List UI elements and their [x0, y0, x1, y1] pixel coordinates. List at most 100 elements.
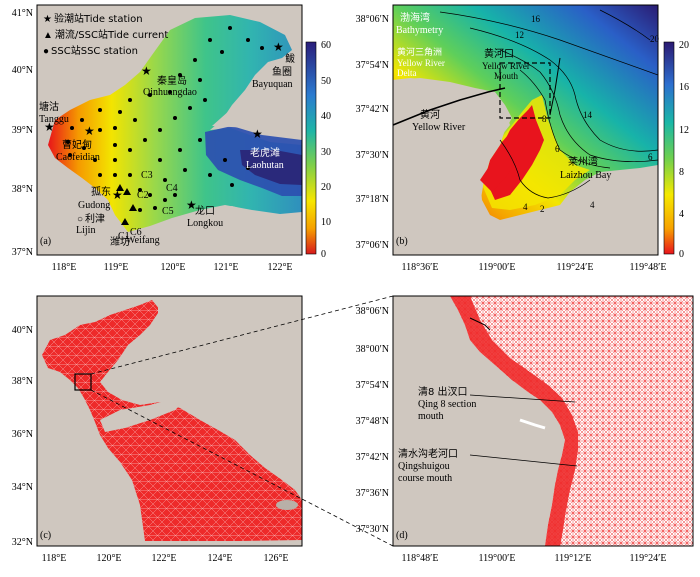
panel-c-detail-box — [74, 373, 92, 391]
label-longkou-en: Longkou — [187, 218, 223, 229]
svg-text:★: ★ — [141, 64, 152, 78]
svg-text:120°E: 120°E — [96, 553, 121, 564]
panel-c-letter: (c) — [40, 530, 51, 541]
svg-text:★: ★ — [84, 124, 95, 138]
svg-text:4: 4 — [679, 209, 684, 220]
panel-a-tide-stations: ★ ★ ★ ★ ★ ★ ★ — [44, 40, 284, 212]
svg-text:119°E: 119°E — [104, 262, 129, 273]
svg-text:Bathymetry: Bathymetry — [396, 25, 443, 36]
svg-text:Qing 8 section: Qing 8 section — [418, 399, 476, 410]
svg-text:119°24′E: 119°24′E — [557, 262, 594, 273]
panel-a-ssc-stations — [66, 26, 264, 212]
station-c4: C4 — [166, 183, 178, 194]
svg-text:黄河: 黄河 — [420, 108, 440, 121]
svg-text:40°N: 40°N — [12, 65, 33, 76]
svg-text:41°N: 41°N — [12, 8, 33, 19]
label-qinhuangdao-en: Qinhuangdao — [143, 87, 197, 98]
panel-b-south-coast — [393, 170, 658, 255]
svg-text:122°E: 122°E — [151, 553, 176, 564]
svg-text:16: 16 — [531, 14, 541, 24]
svg-text:20: 20 — [321, 182, 331, 193]
label-qinhuangdao-cn: 秦皇岛 — [157, 74, 187, 87]
svg-text:37°18′N: 37°18′N — [356, 194, 389, 205]
panel-c-island — [276, 500, 298, 510]
label-longkou-cn: 龙口 — [195, 204, 215, 217]
label-weifang-en: Weifang — [126, 235, 160, 246]
svg-text:10: 10 — [321, 217, 331, 228]
panel-b-colorbar-ticks: 20 16 12 8 4 0 — [679, 40, 689, 260]
svg-text:118°E: 118°E — [42, 553, 67, 564]
svg-text:37°30′N: 37°30′N — [356, 150, 389, 161]
svg-text:119°48′E: 119°48′E — [630, 262, 667, 273]
panel-a-place-labels: 塘沽 Tanggu 曹妃甸 Caofeidian 秦皇岛 Qinhuangdao… — [39, 52, 295, 248]
svg-text:20: 20 — [650, 34, 660, 44]
svg-text:★: ★ — [112, 188, 123, 202]
svg-text:37°06′N: 37°06′N — [356, 240, 389, 251]
svg-text:8: 8 — [679, 167, 684, 178]
label-tanggu-en: Tanggu — [39, 114, 69, 125]
svg-text:★: ★ — [44, 120, 55, 134]
panel-a-colorbar-ticks: 60 50 40 30 20 10 0 — [321, 40, 331, 260]
panel-a-lijin-circle: ○ — [77, 214, 83, 225]
panel-c-shandong — [100, 396, 190, 432]
station-c6: C6 — [130, 227, 142, 238]
svg-text:8: 8 — [542, 114, 547, 124]
svg-text:30: 30 — [321, 147, 331, 158]
panel-a-current-stations — [116, 184, 137, 225]
station-c1: C1 — [118, 231, 130, 242]
svg-text:32°N: 32°N — [12, 537, 33, 548]
panel-a-letter: (a) — [40, 236, 51, 247]
panel-b-contour-labels: 16 12 20 14 8 6 4 2 4 6 — [515, 14, 660, 214]
label-weifang-cn: 潍坊 — [110, 235, 130, 248]
svg-text:39°N: 39°N — [12, 125, 33, 136]
panel-c-mesh — [42, 300, 302, 541]
pointer-qingshuigou — [469, 454, 578, 467]
svg-text:2: 2 — [540, 204, 545, 214]
panel-b-river — [393, 87, 506, 126]
svg-text:黄河三角洲: 黄河三角洲 — [397, 46, 442, 58]
station-c3: C3 — [141, 170, 153, 181]
panel-d-channel — [469, 317, 491, 331]
panel-b-xticks: 118°36′E 119°00′E 119°24′E 119°48′E — [402, 262, 667, 273]
svg-text:6: 6 — [555, 144, 560, 154]
svg-text:120°E: 120°E — [160, 262, 185, 273]
svg-text:38°N: 38°N — [12, 376, 33, 387]
svg-text:50: 50 — [321, 76, 331, 87]
svg-text:清8 出汊口: 清8 出汊口 — [418, 385, 468, 398]
svg-text:渤海湾: 渤海湾 — [400, 11, 430, 24]
svg-text:40: 40 — [321, 111, 331, 122]
label-caofeidian-cn: 曹妃甸 — [62, 138, 92, 151]
svg-text:Yellow River: Yellow River — [412, 122, 466, 133]
panel-b-contours — [439, 9, 658, 199]
svg-text:34°N: 34°N — [12, 482, 33, 493]
pointer-qing8 — [469, 394, 576, 403]
zoom-connectors — [90, 295, 394, 547]
label-bayu-cn: 鲅 — [285, 52, 295, 65]
panel-c-yticks: 40°N 38°N 36°N 34°N 32°N — [12, 325, 33, 548]
svg-text:124°E: 124°E — [207, 553, 232, 564]
panel-c-frame — [36, 295, 303, 547]
svg-text:37°42′N: 37°42′N — [356, 452, 389, 463]
label-caofeidian-en: Caofeidian — [56, 152, 100, 163]
panel-a-colorbar — [305, 41, 317, 255]
svg-text:119°00′E: 119°00′E — [479, 553, 516, 564]
svg-text:118°E: 118°E — [52, 262, 77, 273]
label-bayuquan-en: Bayuquan — [252, 79, 293, 90]
label-gudong-en: Gudong — [78, 200, 110, 211]
svg-text:38°00′N: 38°00′N — [356, 344, 389, 355]
svg-text:118°48′E: 118°48′E — [402, 553, 439, 564]
panel-a-yticks: 41°N 40°N 39°N 38°N 37°N — [12, 8, 33, 258]
svg-text:清水沟老河口: 清水沟老河口 — [398, 447, 458, 460]
panel-d-yticks: 38°06′N 38°00′N 37°54′N 37°48′N 37°42′N … — [356, 306, 389, 535]
svg-text:mouth: mouth — [418, 411, 444, 422]
label-lijin-cn: 利津 — [85, 213, 105, 225]
panel-b-labels: 渤海湾 Bathymetry 黄河三角洲 Yellow River Delta … — [396, 11, 611, 181]
panel-d-channel-white — [519, 418, 546, 430]
legend-current: ▲ 潮流/SSC站Tide current — [43, 28, 168, 41]
svg-text:14: 14 — [583, 110, 593, 120]
svg-text:★: ★ — [273, 40, 284, 54]
svg-text:Yellow River: Yellow River — [482, 61, 530, 71]
panel-a-frame — [36, 4, 303, 256]
panel-a-deepest — [240, 150, 302, 185]
